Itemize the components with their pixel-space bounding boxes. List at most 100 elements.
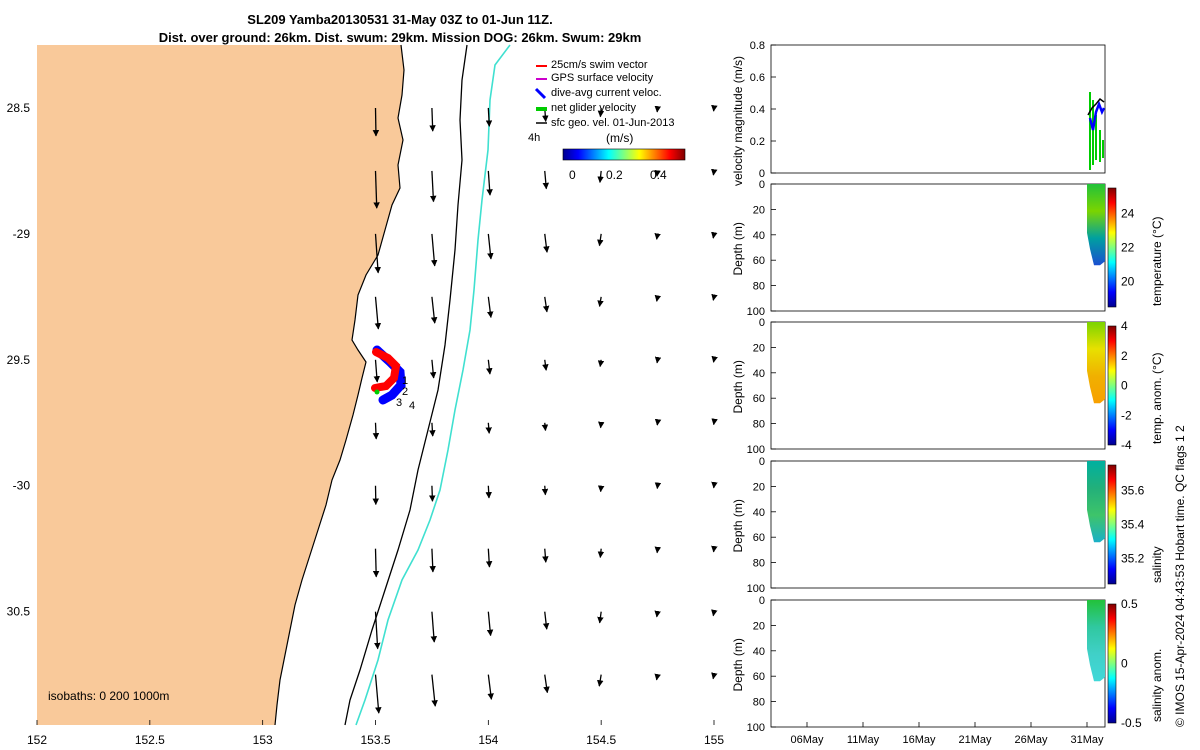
track-label-2: 2 xyxy=(402,386,408,398)
velocity-vector xyxy=(542,296,550,313)
velocity-vector xyxy=(541,422,549,432)
velocity-vector xyxy=(374,296,382,330)
map-axes: 152 152.5 153 153.5 154 154.5 155 28.5 -29 29.5 -3… xyxy=(7,101,725,747)
velocity-vector xyxy=(429,170,437,203)
velocity-vector xyxy=(485,485,492,499)
velocity-vector xyxy=(597,611,604,624)
map-xtick-label: 155 xyxy=(704,733,724,747)
depth-ytick-label: 80 xyxy=(753,697,765,709)
depth-colorbar xyxy=(1107,464,1117,585)
colorbar-tick-label: 4 xyxy=(1121,319,1128,333)
map-ytick-label: -30 xyxy=(13,479,31,493)
track-label-1: 1 xyxy=(402,375,408,387)
velocity-vector xyxy=(654,610,661,618)
depth-ytick-label: 0 xyxy=(759,456,765,468)
map-colorbar-tick-0: 0 xyxy=(569,168,576,182)
map-colorbar-label: (m/s) xyxy=(606,131,633,145)
velocity-vector xyxy=(486,359,493,375)
map-ytick-label: 28.5 xyxy=(7,101,31,115)
depth-ytick-label: 0 xyxy=(759,595,765,607)
legend-dive-swatch xyxy=(534,87,547,100)
depth-ytick-label: 20 xyxy=(753,481,765,493)
depth-ylabel: Depth (m) xyxy=(731,222,745,275)
velocity-vector xyxy=(487,674,494,700)
depth-ytick-label: 40 xyxy=(753,507,765,519)
legend-swim: 25cm/s swim vector xyxy=(551,59,648,71)
depth-ytick-label: 40 xyxy=(753,368,765,380)
depth-colorbar xyxy=(1107,187,1117,308)
depth-ytick-label: 40 xyxy=(753,646,765,658)
velocity-vector xyxy=(542,611,550,630)
map-xtick-label: 153 xyxy=(253,733,273,747)
depth-panel-2: 0 20 40 60 80 100 Depth (m) 35.6 35.4 35.2 salinit… xyxy=(731,456,1164,595)
colorbar-label: temperature (°C) xyxy=(1150,217,1164,307)
colorbar-tick-label: -0.5 xyxy=(1121,716,1142,730)
velocity-vector xyxy=(486,611,494,637)
map-xtick-label: 154 xyxy=(478,733,498,747)
velocity-vector xyxy=(429,422,436,437)
velocity-vector xyxy=(654,673,661,681)
isobath-1000m xyxy=(355,44,511,726)
depth-ytick-label: 80 xyxy=(753,281,765,293)
velocity-vector xyxy=(597,170,604,184)
swim-vector-track xyxy=(371,348,401,392)
velocity-vector xyxy=(597,548,605,559)
profile-data xyxy=(1087,184,1105,266)
velocity-vector xyxy=(654,294,662,302)
velocity-dive-series xyxy=(1088,100,1106,131)
velocity-geo-series xyxy=(1087,97,1105,116)
depth-panel-frame xyxy=(770,599,1106,728)
time-xtick-label: 21May xyxy=(958,734,992,746)
velocity-vector xyxy=(430,233,438,267)
profile-data xyxy=(1087,600,1105,682)
chart-title: SL209 Yamba20130531 31-May 03Z to 01-Jun… xyxy=(247,12,553,27)
velocity-vector xyxy=(541,485,549,496)
velocity-ytick-label: 0.8 xyxy=(750,40,765,52)
velocity-vector xyxy=(374,674,382,714)
map-ytick-label: -29 xyxy=(13,227,31,241)
colorbar-tick-label: -2 xyxy=(1121,408,1132,422)
map-colorbar-tick-2: 0.4 xyxy=(650,168,667,182)
velocity-vector xyxy=(485,107,493,127)
velocity-vector xyxy=(597,359,605,368)
track-label-3: 3 xyxy=(396,397,402,409)
colorbar-tick-label: 24 xyxy=(1121,207,1135,221)
colorbar-tick-label: 0.5 xyxy=(1121,597,1138,611)
velocity-vector xyxy=(372,548,380,578)
time-xtick-label: 16May xyxy=(902,734,936,746)
time-series-panels: velocity magnitude (m/s) 0 0.2 0.4 0.6 0.8 0… xyxy=(731,40,1187,746)
depth-ytick-label: 20 xyxy=(753,342,765,354)
depth-ytick-label: 20 xyxy=(753,620,765,632)
velocity-vector xyxy=(597,107,605,118)
credit-text: © IMOS 15-Apr-2024 04:43:53 Hobart time.… xyxy=(1173,425,1187,727)
colorbar-tick-label: 35.4 xyxy=(1121,518,1145,532)
time-xtick-label: 31May xyxy=(1070,734,1104,746)
velocity-vector xyxy=(597,296,604,308)
time-xtick-label: 26May xyxy=(1014,734,1048,746)
map-ytick-label: 30.5 xyxy=(7,605,31,619)
depth-ylabel: Depth (m) xyxy=(731,360,745,413)
velocity-vector xyxy=(597,485,605,493)
profile-data xyxy=(1087,322,1105,404)
isobath-label: isobaths: 0 200 1000m xyxy=(48,689,169,703)
coastline xyxy=(274,44,405,726)
map-colorbar-tick-1: 0.2 xyxy=(606,168,623,182)
velocity-vector xyxy=(711,672,718,680)
velocity-vector xyxy=(373,359,380,383)
legend-net: net glider velocity xyxy=(551,102,636,114)
velocity-vector xyxy=(542,548,549,563)
velocity-vector xyxy=(711,293,718,301)
depth-ytick-label: 60 xyxy=(753,255,765,267)
velocity-vector xyxy=(598,421,605,429)
track-label-4: 4 xyxy=(409,400,415,412)
depth-ytick-label: 60 xyxy=(753,532,765,544)
time-xtick-label: 11May xyxy=(847,734,880,746)
colorbar-tick-label: 2 xyxy=(1121,349,1128,363)
velocity-vector xyxy=(429,107,436,132)
colorbar-tick-label: 0 xyxy=(1121,657,1128,671)
map-legend: 25cm/s swim vector GPS surface velocity … xyxy=(528,59,686,182)
depth-colorbar xyxy=(1107,325,1117,446)
depth-panel-frame xyxy=(770,460,1106,589)
depth-ytick-label: 100 xyxy=(747,722,765,734)
